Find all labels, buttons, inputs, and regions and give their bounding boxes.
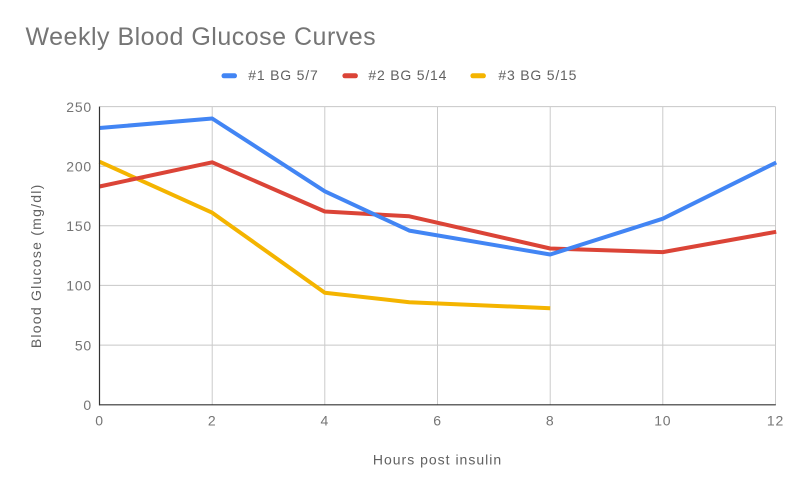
svg-text:Blood Glucose (mg/dl): Blood Glucose (mg/dl)	[28, 183, 44, 348]
svg-text:#1 BG 5/7: #1 BG 5/7	[248, 67, 318, 83]
svg-text:6: 6	[433, 412, 442, 428]
svg-text:#3 BG 5/15: #3 BG 5/15	[498, 67, 577, 83]
svg-text:2: 2	[208, 412, 217, 428]
svg-text:Weekly Blood Glucose Curves: Weekly Blood Glucose Curves	[26, 23, 377, 51]
svg-text:10: 10	[654, 412, 671, 428]
svg-text:Hours post insulin: Hours post insulin	[373, 452, 502, 468]
svg-text:50: 50	[75, 337, 92, 353]
svg-text:12: 12	[767, 412, 784, 428]
svg-text:4: 4	[321, 412, 330, 428]
svg-text:0: 0	[83, 397, 92, 413]
svg-text:200: 200	[66, 159, 92, 175]
svg-text:150: 150	[66, 218, 92, 234]
svg-text:100: 100	[66, 278, 92, 294]
svg-text:250: 250	[66, 99, 92, 115]
svg-text:0: 0	[95, 412, 104, 428]
svg-text:#2 BG 5/14: #2 BG 5/14	[368, 67, 447, 83]
svg-text:8: 8	[546, 412, 555, 428]
